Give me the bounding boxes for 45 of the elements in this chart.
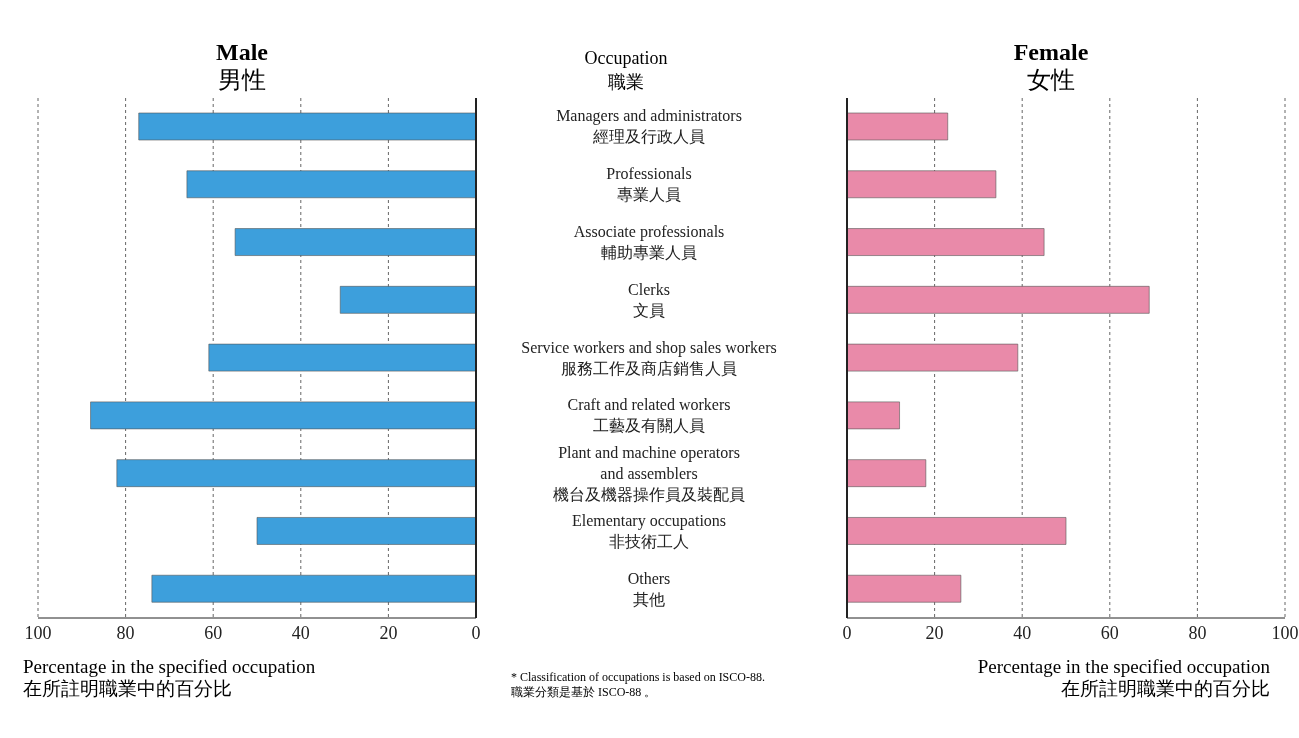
chart-title: Female 女性 bbox=[1012, 38, 1090, 94]
bar bbox=[151, 574, 476, 603]
y-tick-label: Associate professionals 輔助專業人員 bbox=[573, 222, 725, 261]
x-tick-label: 20 bbox=[379, 622, 398, 643]
y-axis-title: Occupation 職業 bbox=[583, 47, 669, 94]
bar bbox=[847, 343, 1019, 372]
x-tick-label: 60 bbox=[1100, 622, 1119, 643]
x-tick-label: 80 bbox=[1188, 622, 1207, 643]
y-tick-label: Others 其他 bbox=[627, 569, 671, 608]
bar bbox=[847, 112, 949, 141]
y-tick-label: Clerks 文員 bbox=[628, 280, 670, 319]
bar bbox=[186, 170, 476, 199]
x-tick-label: 60 bbox=[204, 622, 223, 643]
bar bbox=[847, 459, 927, 487]
bar bbox=[256, 517, 476, 545]
x-axis-title: Percentage in the specified occupation 在所註明職業中的百分比 bbox=[23, 656, 317, 700]
y-tick-label: Service workers and shop sales workers 服務工作及商店銷售人員 bbox=[521, 338, 777, 377]
x-tick-label: 40 bbox=[291, 622, 310, 643]
y-tick-label: Professionals 專業人員 bbox=[606, 165, 692, 204]
bar bbox=[138, 112, 476, 141]
bar bbox=[847, 228, 1045, 256]
y-tick-label: Elementary occupations 非技術工人 bbox=[571, 511, 727, 550]
bar bbox=[847, 574, 962, 603]
x-tick-label: 100 bbox=[24, 622, 52, 643]
x-tick-label: 100 bbox=[1271, 622, 1299, 643]
bar bbox=[116, 459, 476, 487]
x-tick-label: 0 bbox=[471, 622, 481, 643]
bar bbox=[208, 343, 476, 372]
bar bbox=[234, 228, 476, 256]
x-tick-label: 80 bbox=[116, 622, 135, 643]
bar bbox=[339, 286, 476, 314]
bar bbox=[847, 286, 1150, 314]
x-tick-label: 0 bbox=[842, 622, 852, 643]
bar bbox=[847, 517, 1067, 545]
x-axis-title: Percentage in the specified occupation 在所註明職業中的百分比 bbox=[976, 656, 1270, 700]
y-tick-label: Craft and related workers 工藝及有關人員 bbox=[567, 396, 731, 435]
chart-title: Male 男性 bbox=[215, 38, 269, 94]
x-tick-label: 40 bbox=[1013, 622, 1032, 643]
text: * Classification of occupations is based on ISCO-88. 職業分類是基於 ISCO-88 。 bbox=[510, 670, 766, 700]
bar bbox=[90, 401, 476, 430]
y-tick-label: Managers and administrators 經理及行政人員 bbox=[556, 107, 742, 146]
bar bbox=[847, 401, 900, 430]
bar bbox=[847, 170, 997, 199]
y-tick-label: Plant and machine operators and assemblers 機台及機器操作員及裝配員 bbox=[553, 443, 745, 503]
x-tick-label: 20 bbox=[925, 622, 944, 643]
